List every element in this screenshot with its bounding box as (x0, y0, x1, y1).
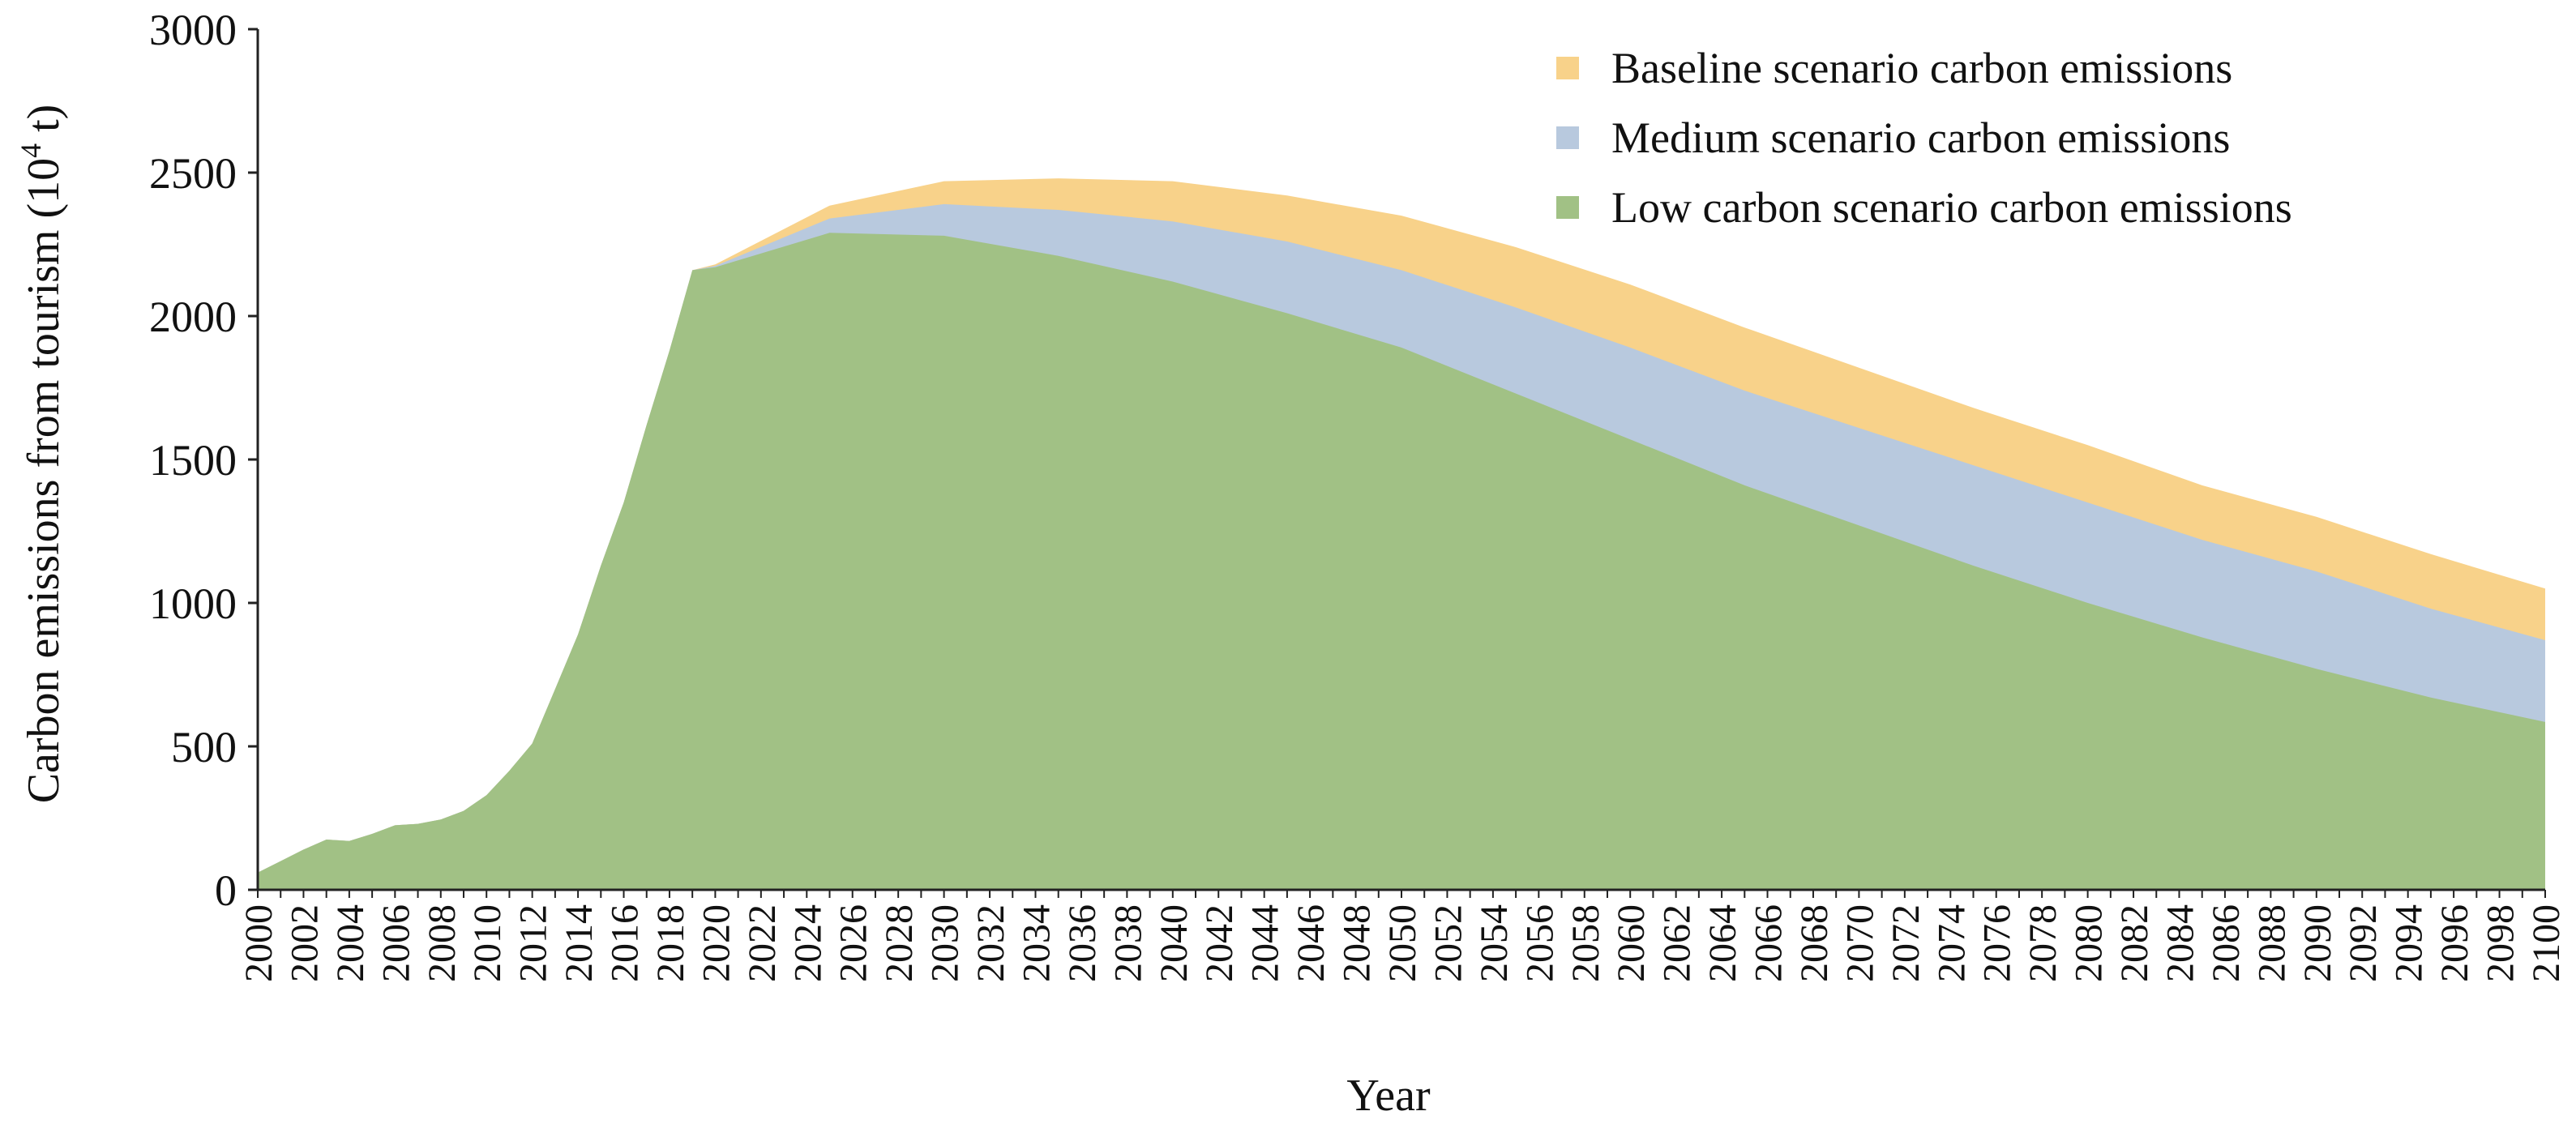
x-tick-label: 2004 (329, 904, 372, 982)
x-tick-label: 2070 (1838, 904, 1881, 982)
x-tick-label: 2078 (2022, 904, 2065, 982)
x-tick-label: 2100 (2525, 904, 2568, 982)
legend-swatch (1556, 196, 1579, 219)
y-tick-labels: 0 500 1000 1500 2000 2500 3000 (149, 6, 237, 915)
x-tick-label: 2052 (1427, 904, 1470, 982)
x-tick-label: 2098 (2480, 904, 2523, 982)
y-tick-label: 0 (215, 866, 237, 915)
x-tick-label: 2024 (786, 904, 829, 982)
x-axis-label: Year (1346, 1071, 1431, 1121)
x-tick-label: 2030 (924, 904, 967, 982)
x-tick-label: 2056 (1518, 904, 1561, 982)
series-areas (258, 178, 2545, 891)
y-axis-label-superscript: 4 (15, 143, 47, 158)
x-tick-label: 2092 (2342, 904, 2385, 982)
x-tick-label: 2038 (1106, 904, 1149, 982)
x-tick-label: 2016 (604, 904, 647, 982)
x-tick-label: 2062 (1656, 904, 1699, 982)
x-tick-label: 2040 (1153, 904, 1196, 982)
y-tick-label: 500 (171, 723, 237, 771)
x-tick-label: 2090 (2296, 904, 2339, 982)
y-tick-label: 1500 (149, 436, 237, 485)
x-tick-label: 2020 (695, 904, 738, 982)
y-tick-label: 2500 (149, 149, 237, 198)
x-tick-label: 2088 (2250, 904, 2293, 982)
x-tick-label: 2002 (283, 904, 326, 982)
x-tick-label: 2018 (649, 904, 692, 982)
y-tick-label: 3000 (149, 6, 237, 54)
x-tick-label: 2096 (2433, 904, 2476, 982)
y-axis-label-main: Carbon emissions from tourism (10 (19, 158, 69, 803)
y-axis-label: Carbon emissions from tourism (104 t) (15, 105, 69, 804)
x-tick-label: 2084 (2159, 904, 2202, 982)
x-tick-label: 2046 (1290, 904, 1333, 982)
x-tick-label: 2082 (2113, 904, 2156, 982)
legend-swatch (1556, 57, 1579, 79)
x-tick-label: 2022 (741, 904, 784, 982)
x-tick-label: 2012 (512, 904, 555, 982)
series-area-3 (258, 233, 2545, 890)
x-tick-label: 2008 (421, 904, 464, 982)
x-tick-label: 2066 (1748, 904, 1791, 982)
y-tick-label: 2000 (149, 293, 237, 341)
x-tick-label: 2028 (878, 904, 921, 982)
x-tick-label: 2054 (1473, 904, 1516, 982)
axes (248, 28, 2546, 898)
x-tick-label: 2034 (1016, 904, 1059, 982)
x-tick-label: 2036 (1061, 904, 1104, 982)
x-tick-label: 2064 (1701, 904, 1744, 982)
legend: Baseline scenario carbon emissions Medium… (1556, 44, 2292, 232)
y-tick-label: 1000 (149, 579, 237, 628)
x-tick-label: 2026 (832, 904, 875, 982)
x-tick-label: 2094 (2388, 904, 2431, 982)
x-tick-label: 2010 (466, 904, 509, 982)
legend-swatch (1556, 126, 1579, 149)
x-tick-label: 2068 (1793, 904, 1836, 982)
y-axis-label-end: t) (19, 105, 69, 143)
x-tick-label: 2086 (2205, 904, 2248, 982)
x-tick-label: 2042 (1198, 904, 1241, 982)
x-tick-label: 2032 (969, 904, 1012, 982)
x-tick-label: 2058 (1564, 904, 1607, 982)
x-tick-labels: 2000 2002 2004 2006 2008 2010 2012 2014 2016 2018… (237, 904, 2568, 982)
x-tick-label: 2080 (2068, 904, 2111, 982)
x-tick-label: 2076 (1976, 904, 2019, 982)
x-tick-label: 2050 (1381, 904, 1424, 982)
x-tick-label: 2048 (1336, 904, 1379, 982)
legend-label: Baseline scenario carbon emissions (1611, 44, 2232, 92)
x-tick-label: 2072 (1885, 904, 1928, 982)
x-tick-label: 2044 (1244, 904, 1287, 982)
legend-label: Medium scenario carbon emissions (1611, 113, 2230, 162)
x-tick-label: 2014 (558, 904, 601, 982)
legend-label: Low carbon scenario carbon emissions (1611, 183, 2292, 232)
x-tick-label: 2006 (374, 904, 417, 982)
x-tick-label: 2000 (237, 904, 280, 982)
x-tick-label: 2074 (1930, 904, 1973, 982)
x-tick-label: 2060 (1610, 904, 1653, 982)
